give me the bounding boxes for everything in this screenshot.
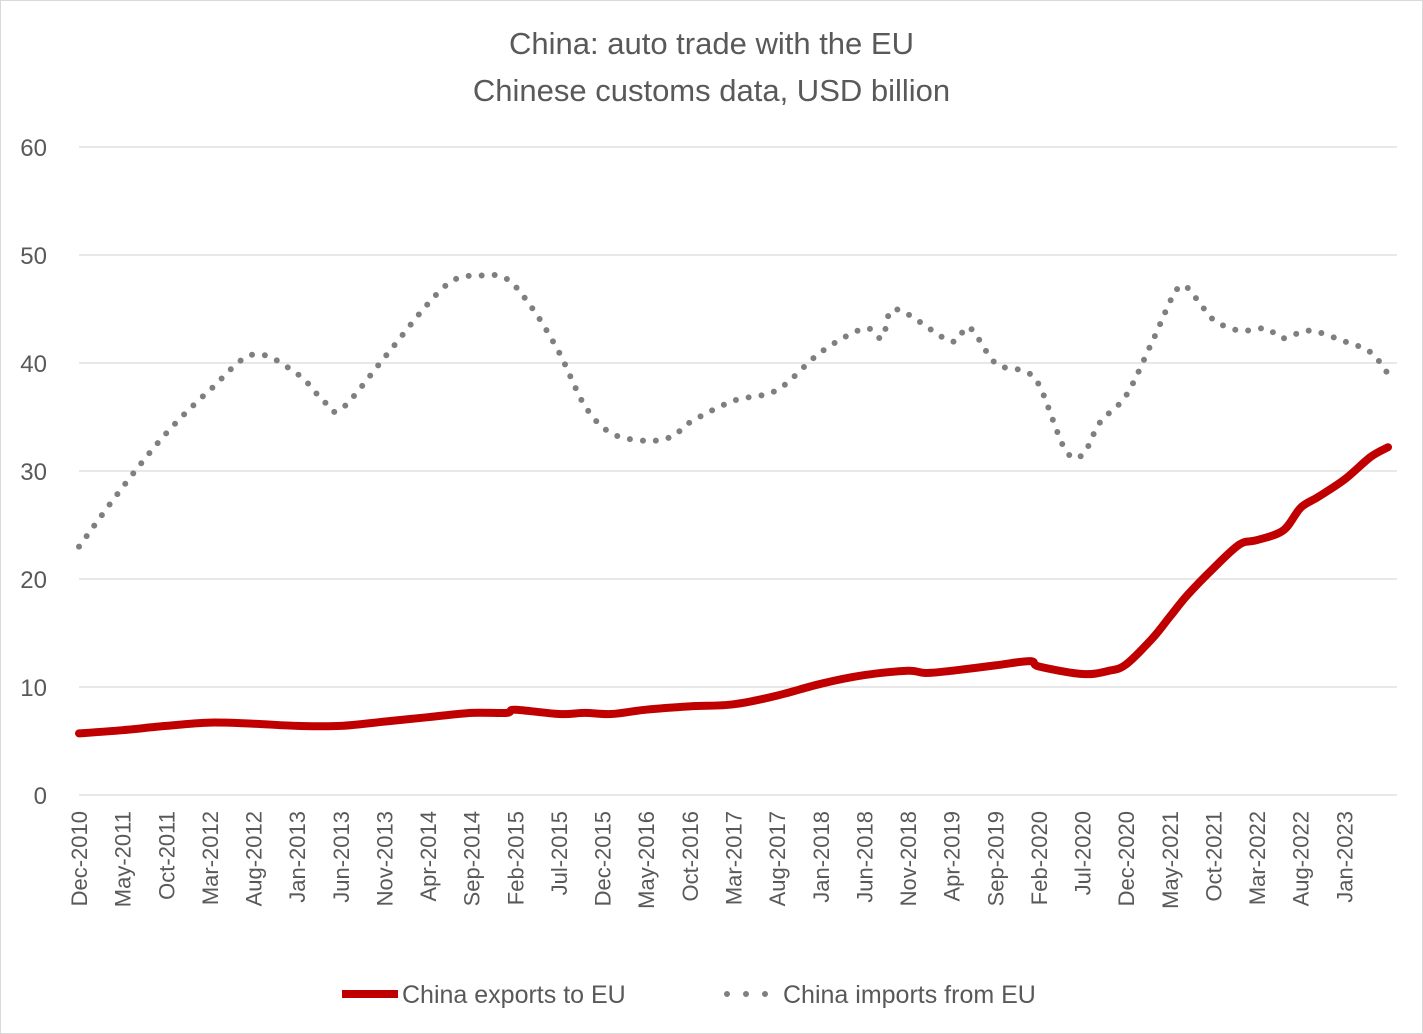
x-tick-label: Apr-2019 (940, 811, 965, 902)
legend-exports-label: China exports to EU (402, 981, 626, 1009)
chart-subtitle: Chinese customs data, USD billion (472, 73, 951, 108)
x-axis-ticks: Dec-2010 May-2011 Oct-2011 Mar-2012 Aug-2012… (67, 811, 1357, 909)
legend: China exports to EU China imports from EU (342, 981, 1036, 1009)
x-tick-label: Jul-2020 (1071, 811, 1096, 895)
x-tick-label: Sep-2014 (460, 811, 485, 906)
x-tick-label: Aug-2022 (1289, 811, 1314, 906)
y-axis-ticks: 0 10 20 30 40 50 60 (20, 135, 47, 810)
china-imports-from-eu-line (76, 271, 1391, 550)
x-tick-label: Oct-2016 (678, 811, 703, 902)
x-tick-label: Jun-2013 (329, 811, 354, 903)
x-tick-label: Nov-2013 (372, 811, 397, 906)
series-lines (75, 271, 1392, 738)
x-tick-label: Jul-2015 (547, 811, 572, 895)
x-tick-label: Dec-2020 (1114, 811, 1139, 906)
x-tick-label: Oct-2021 (1201, 811, 1226, 902)
y-tick-label: 20 (20, 567, 47, 594)
china-exports-to-eu-line (75, 443, 1392, 738)
x-tick-label: Mar-2022 (1245, 811, 1270, 905)
x-tick-label: Mar-2017 (722, 811, 747, 905)
x-tick-label: Aug-2012 (242, 811, 267, 906)
y-tick-label: 50 (20, 243, 47, 270)
x-tick-label: Jan-2023 (1332, 811, 1357, 903)
legend-imports-label: China imports from EU (783, 981, 1036, 1009)
chart-title: China: auto trade with the EU (509, 26, 914, 61)
x-tick-label: Oct-2011 (154, 811, 179, 900)
x-tick-label: Jan-2018 (809, 811, 834, 903)
x-tick-label: May-2011 (111, 811, 136, 907)
y-tick-label: 60 (20, 135, 47, 162)
x-tick-label: Nov-2018 (896, 811, 921, 906)
gridlines (79, 146, 1397, 796)
x-tick-label: Mar-2012 (198, 811, 223, 905)
x-tick-label: May-2021 (1158, 811, 1183, 909)
x-tick-label: Apr-2014 (416, 811, 441, 902)
x-tick-label: May-2016 (634, 811, 659, 909)
x-tick-label: Jun-2018 (852, 811, 877, 903)
x-tick-label: Feb-2015 (503, 811, 528, 905)
x-tick-label: Jan-2013 (285, 811, 310, 903)
x-tick-label: Feb-2020 (1027, 811, 1052, 905)
y-tick-label: 0 (34, 783, 47, 810)
x-tick-label: Aug-2017 (765, 811, 790, 906)
y-tick-label: 30 (20, 459, 47, 486)
x-tick-label: Dec-2010 (67, 811, 92, 906)
x-tick-label: Dec-2015 (591, 811, 616, 906)
y-tick-label: 10 (20, 675, 47, 702)
y-tick-label: 40 (20, 351, 47, 378)
x-tick-label: Sep-2019 (983, 811, 1008, 906)
